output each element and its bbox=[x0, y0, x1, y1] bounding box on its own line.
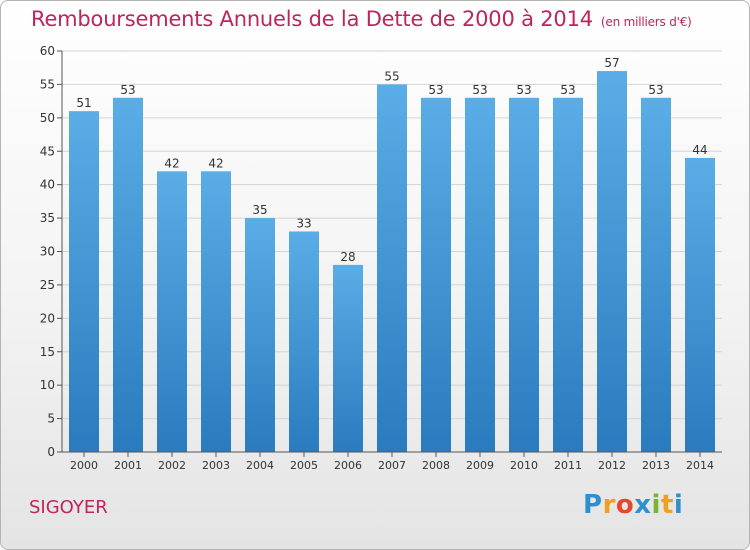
x-tick-label-2001: 2001 bbox=[114, 459, 142, 472]
x-tick-label-2014: 2014 bbox=[686, 459, 714, 472]
bar-2000 bbox=[69, 111, 99, 453]
bar-2006 bbox=[333, 264, 363, 452]
logo-letter: x bbox=[634, 490, 652, 520]
y-tick-label-15: 15 bbox=[40, 345, 55, 359]
value-label-2004: 35 bbox=[252, 203, 267, 217]
logo-letter: o bbox=[615, 490, 635, 520]
chart-unit: (en milliers d'€) bbox=[600, 15, 692, 29]
y-tick-label-50: 50 bbox=[40, 111, 55, 125]
x-tick-label-2008: 2008 bbox=[422, 459, 450, 472]
value-label-2014: 44 bbox=[692, 143, 707, 157]
x-tick-label-2011: 2011 bbox=[554, 459, 582, 472]
y-tick-label-5: 5 bbox=[47, 412, 55, 426]
bar-2008 bbox=[421, 97, 451, 453]
bar-2011 bbox=[553, 97, 583, 453]
y-tick-label-25: 25 bbox=[40, 278, 55, 292]
x-tick-label-2004: 2004 bbox=[246, 459, 274, 472]
chart-title-text: Remboursements Annuels de la Dette de 20… bbox=[31, 7, 593, 31]
logo-letter: i bbox=[651, 490, 661, 520]
value-label-2012: 57 bbox=[604, 56, 619, 70]
value-label-2009: 53 bbox=[472, 83, 487, 97]
axes bbox=[57, 50, 722, 457]
y-tick-label-55: 55 bbox=[40, 77, 55, 91]
bar-2005 bbox=[289, 231, 319, 452]
x-tick-label-2007: 2007 bbox=[378, 459, 406, 472]
x-tick-label-2012: 2012 bbox=[598, 459, 626, 472]
bar-2004 bbox=[245, 218, 275, 452]
bar-2009 bbox=[465, 97, 495, 453]
labels: 0 5 10 15 20 25 30 35 40 45 50 55 60 51 2000 53 2001 42 20… bbox=[40, 44, 714, 472]
value-label-2003: 42 bbox=[208, 156, 223, 170]
bar-2012 bbox=[597, 71, 627, 453]
value-label-2000: 51 bbox=[76, 96, 91, 110]
bar-2010 bbox=[509, 97, 539, 453]
logo-letter: i bbox=[673, 490, 684, 520]
value-label-2007: 55 bbox=[384, 69, 399, 83]
y-tick-label-35: 35 bbox=[40, 211, 55, 225]
value-label-2013: 53 bbox=[648, 83, 663, 97]
bar-2014 bbox=[685, 157, 715, 452]
bar-2013 bbox=[641, 97, 671, 453]
logo-letter: r bbox=[602, 490, 616, 520]
y-tick-label-60: 60 bbox=[40, 44, 55, 58]
commune-name: SIGOYER bbox=[29, 497, 108, 518]
chart-title: Remboursements Annuels de la Dette de 20… bbox=[31, 7, 692, 31]
y-tick-label-30: 30 bbox=[40, 245, 55, 259]
bar-2001 bbox=[113, 97, 143, 453]
value-label-2011: 53 bbox=[560, 83, 575, 97]
value-label-2008: 53 bbox=[428, 83, 443, 97]
bar-2002 bbox=[157, 171, 187, 453]
x-tick-label-2006: 2006 bbox=[334, 459, 362, 472]
logo-letter: t bbox=[660, 490, 674, 520]
y-tick-label-10: 10 bbox=[40, 378, 55, 392]
y-tick-label-20: 20 bbox=[40, 311, 55, 325]
y-tick-label-40: 40 bbox=[40, 178, 55, 192]
proxiti-logo: Proxiti bbox=[583, 490, 683, 520]
value-label-2001: 53 bbox=[120, 83, 135, 97]
bar-2003 bbox=[201, 171, 231, 453]
x-tick-label-2003: 2003 bbox=[202, 459, 230, 472]
x-tick-label-2013: 2013 bbox=[642, 459, 670, 472]
x-tick-label-2000: 2000 bbox=[70, 459, 98, 472]
x-tick-label-2005: 2005 bbox=[290, 459, 318, 472]
value-label-2002: 42 bbox=[164, 156, 179, 170]
x-tick-label-2010: 2010 bbox=[510, 459, 538, 472]
value-label-2006: 28 bbox=[340, 250, 355, 264]
bar-2007 bbox=[377, 84, 407, 453]
x-tick-label-2002: 2002 bbox=[158, 459, 186, 472]
bars bbox=[69, 71, 715, 453]
y-tick-label-45: 45 bbox=[40, 144, 55, 158]
value-label-2005: 33 bbox=[296, 216, 311, 230]
value-label-2010: 53 bbox=[516, 83, 531, 97]
y-tick-label-0: 0 bbox=[47, 445, 55, 459]
logo-letter: P bbox=[583, 490, 603, 520]
x-tick-label-2009: 2009 bbox=[466, 459, 494, 472]
